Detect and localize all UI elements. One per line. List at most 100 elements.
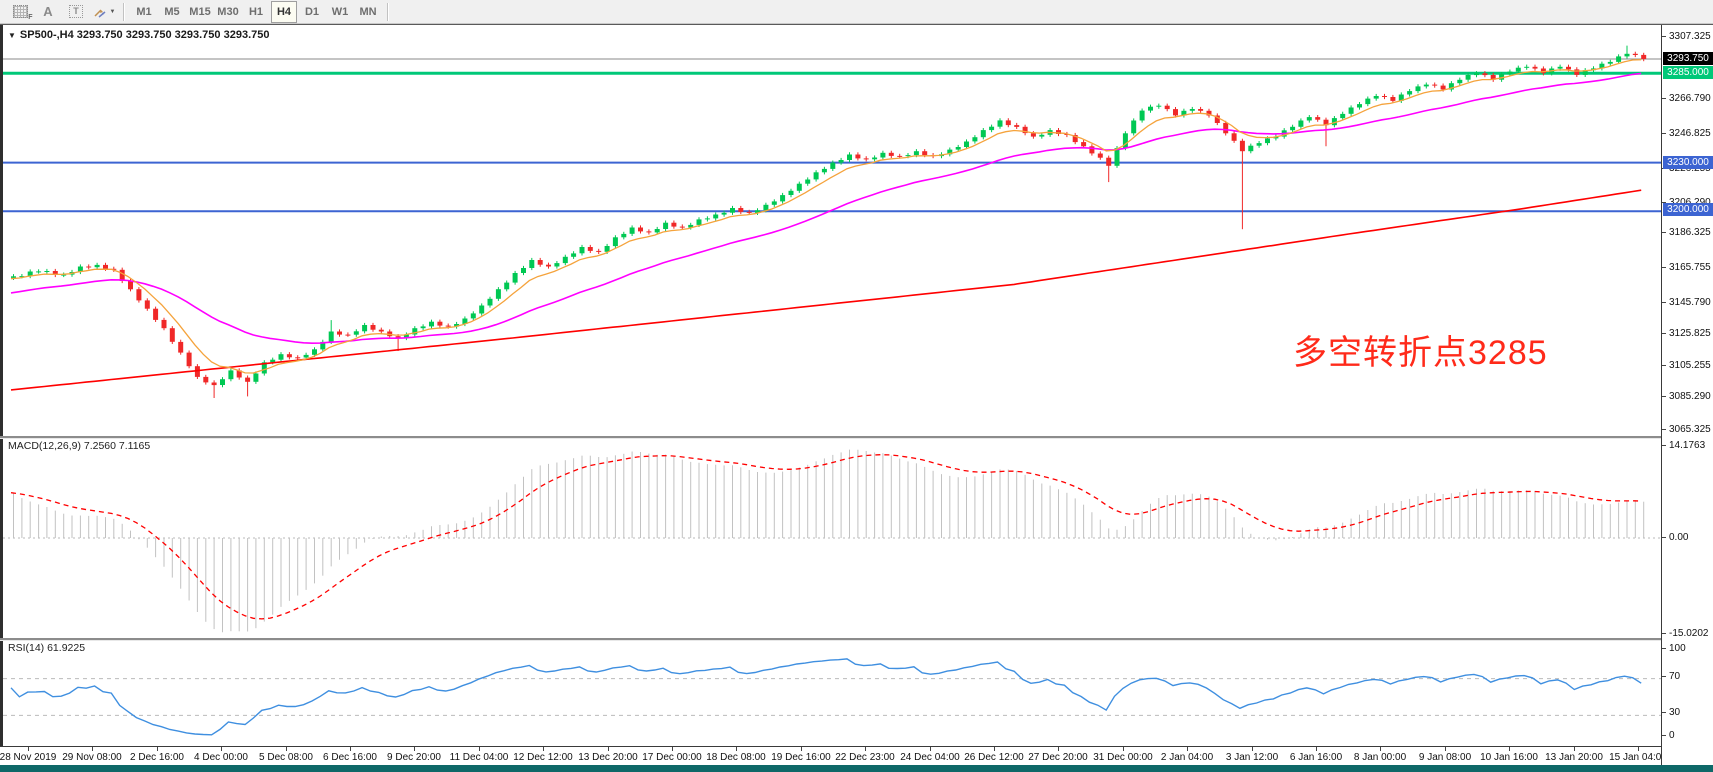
time-label: 6 Dec 16:00: [323, 752, 377, 763]
axis-tick-label: 3246.825: [1662, 128, 1711, 139]
time-label: 17 Dec 00:00: [642, 752, 702, 763]
time-label: 27 Dec 20:00: [1028, 752, 1088, 763]
timeframe-button-d1[interactable]: D1: [304, 5, 320, 18]
pane-divider[interactable]: [0, 638, 1661, 641]
timeframe-button-m15[interactable]: M15: [189, 5, 211, 18]
toolbar-separator: [123, 2, 125, 21]
chart-left-splitter[interactable]: [0, 25, 3, 766]
time-label: 4 Dec 00:00: [194, 752, 248, 763]
macd-signal-line: [10, 454, 1642, 620]
axis-tick-label: 3105.255: [1662, 360, 1711, 371]
rsi-pane-canvas[interactable]: [3, 640, 1661, 746]
time-label: 12 Dec 12:00: [513, 752, 573, 763]
time-tick: [1123, 747, 1124, 751]
time-tick: [1380, 747, 1381, 751]
drawing-tools-icon[interactable]: ▼: [91, 1, 117, 23]
time-label: 9 Dec 20:00: [387, 752, 441, 763]
axis-tick-label: 3307.325: [1662, 31, 1711, 42]
axis-tick-label: -15.0202: [1662, 628, 1708, 639]
rsi-line: [10, 658, 1642, 736]
toolbar: F A T ▼ M1 M5 M15 M30 H1 H4 D1 W1 MN: [0, 0, 1713, 24]
time-tick: [608, 747, 609, 751]
time-tick: [672, 747, 673, 751]
time-tick: [1509, 747, 1510, 751]
price-badge: 3230.000: [1663, 156, 1713, 169]
ma-fast-orange: [10, 59, 1642, 374]
time-tick: [736, 747, 737, 751]
chart-title: ▼ SP500-,H4 3293.750 3293.750 3293.750 32…: [8, 29, 269, 41]
timeframe-button-m30[interactable]: M30: [217, 5, 239, 18]
time-axis[interactable]: 28 Nov 2019 29 Nov 08:00 2 Dec 16:00 4 Dec …: [0, 746, 1667, 767]
axis-tick-label: 3206.290: [1662, 197, 1711, 208]
time-label: 6 Jan 16:00: [1289, 752, 1343, 763]
time-label: 31 Dec 00:00: [1093, 752, 1153, 763]
timeframe-button-h4[interactable]: H4: [271, 0, 297, 23]
price-badge: 3285.000: [1663, 66, 1713, 79]
timeframe-button-h1[interactable]: H1: [248, 5, 264, 18]
time-label: 5 Dec 08:00: [259, 752, 313, 763]
symbol-dropdown-icon[interactable]: ▼: [8, 31, 16, 40]
price-pane-canvas[interactable]: [3, 27, 1661, 436]
time-tick: [1574, 747, 1575, 751]
toolbar-separator: [387, 2, 389, 21]
time-tick: [1187, 747, 1188, 751]
time-label: 11 Dec 04:00: [449, 752, 509, 763]
macd-histogram: [13, 449, 1645, 633]
timeframe-button-m5[interactable]: M5: [164, 5, 180, 18]
timeframe-button-m1[interactable]: M1: [136, 5, 152, 18]
timeframe-button-mn[interactable]: MN: [359, 5, 377, 18]
time-tick: [28, 747, 29, 751]
symbol-ohlc-text: SP500-,H4 3293.750 3293.750 3293.750 329…: [19, 29, 270, 41]
time-label: 3 Jan 12:00: [1225, 752, 1279, 763]
axis-tick-label: 0.00: [1662, 532, 1688, 543]
macd-label: MACD(12,26,9) 7.2560 7.1165: [8, 440, 151, 452]
axis-tick-label: 100: [1662, 643, 1686, 654]
time-label: 18 Dec 08:00: [706, 752, 766, 763]
letter-a-glyph: A: [43, 4, 53, 19]
ma-long-red: [10, 189, 1642, 391]
time-tick: [865, 747, 866, 751]
chart-text-annotation[interactable]: 多空转折点3285: [1293, 334, 1548, 372]
axis-tick-label: 3266.790: [1662, 93, 1711, 104]
time-label: 28 Nov 2019: [0, 752, 57, 763]
axis-tick-label: 14.1763: [1662, 440, 1705, 451]
time-tick: [1316, 747, 1317, 751]
time-tick: [221, 747, 222, 751]
pane-divider[interactable]: [0, 436, 1661, 439]
dotted-grid-icon[interactable]: F: [7, 1, 33, 23]
time-tick: [414, 747, 415, 751]
time-tick: [801, 747, 802, 751]
time-label: 24 Dec 04:00: [900, 752, 960, 763]
time-label: 22 Dec 23:00: [835, 752, 895, 763]
axis-tick-label: 3165.755: [1662, 262, 1711, 273]
macd-pane-canvas[interactable]: [3, 438, 1661, 638]
chart-window: ▼ SP500-,H4 3293.750 3293.750 3293.750 32…: [0, 24, 1713, 767]
time-label: 13 Dec 20:00: [578, 752, 638, 763]
price-badge: 3200.000: [1663, 203, 1713, 216]
price-badge: 3293.750: [1663, 52, 1713, 65]
time-tick: [92, 747, 93, 751]
time-label: 9 Jan 08:00: [1418, 752, 1472, 763]
letter-a-icon[interactable]: A: [35, 1, 61, 23]
price-axis[interactable]: 3307.3253266.7903246.8253226.2553206.290…: [1661, 25, 1713, 766]
axis-tick-label: 3125.825: [1662, 328, 1711, 339]
time-label: 2 Jan 04:00: [1160, 752, 1214, 763]
text-box-icon[interactable]: T: [63, 1, 89, 23]
ma-mid-magenta: [10, 72, 1642, 345]
rsi-label: RSI(14) 61.9225: [8, 642, 86, 654]
time-tick: [1058, 747, 1059, 751]
timeframe-button-w1[interactable]: W1: [331, 5, 349, 18]
time-tick: [286, 747, 287, 751]
time-tick: [994, 747, 995, 751]
time-tick: [543, 747, 544, 751]
axis-tick-label: 3145.790: [1662, 297, 1711, 308]
time-label: 2 Dec 16:00: [130, 752, 184, 763]
axis-tick-label: 3085.290: [1662, 391, 1711, 402]
time-label: 29 Nov 08:00: [62, 752, 122, 763]
axis-tick-label: 30: [1662, 707, 1680, 718]
time-tick: [1445, 747, 1446, 751]
time-label: 10 Jan 16:00: [1480, 752, 1538, 763]
axis-tick-label: 0: [1662, 730, 1675, 741]
time-label: 13 Jan 20:00: [1545, 752, 1603, 763]
